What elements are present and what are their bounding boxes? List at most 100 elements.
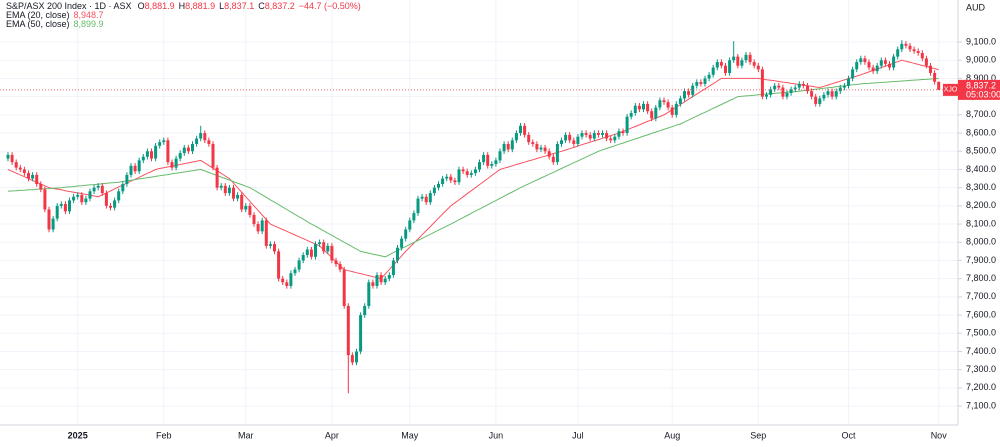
candle-body	[584, 133, 588, 135]
candle-body	[109, 205, 112, 208]
candle-body	[855, 62, 859, 70]
candle-body	[810, 91, 814, 97]
candle-body	[797, 83, 801, 88]
candle-body	[699, 82, 703, 84]
candle-body	[186, 147, 190, 152]
candle-body	[387, 275, 391, 279]
candle-body	[494, 160, 498, 164]
chart-title: S&P/ASX 200 Index · 1D · ASX	[6, 1, 132, 11]
candle-body	[465, 171, 469, 175]
candle-body	[596, 133, 600, 135]
candle-body	[137, 160, 141, 172]
candle-body	[908, 45, 912, 50]
candle-body	[88, 191, 92, 199]
candle-body	[728, 60, 732, 73]
change-label: −44.7 (−0.50%)	[299, 1, 361, 11]
legend-entry: EMA (50, close) 8,899.9	[6, 19, 104, 29]
countdown-label: 05:03:00	[966, 89, 1000, 99]
candle-body	[182, 147, 186, 154]
currency-label: AUD	[966, 2, 986, 12]
x-tick-label: Nov	[931, 430, 948, 440]
candle-body	[801, 83, 805, 86]
candle-body	[601, 133, 604, 135]
candle-body	[297, 260, 301, 270]
candle-body	[35, 174, 39, 185]
candle-body	[883, 60, 887, 64]
candle-body	[498, 151, 502, 161]
candle-body	[633, 105, 637, 114]
candle-body	[260, 220, 264, 232]
candle-body	[244, 205, 248, 210]
candle-body	[781, 87, 785, 97]
readout-key: C	[258, 1, 265, 11]
candle-body	[219, 185, 223, 188]
candle-body	[453, 180, 457, 183]
last-price-label: 8,837.2	[966, 80, 996, 90]
candle-body	[80, 194, 84, 203]
candle-body	[154, 145, 158, 159]
legend-header: S&P/ASX 200 Index · 1D · ASX O8,881.9 H8,8…	[6, 1, 361, 11]
candle-body	[847, 78, 850, 86]
readout-key: O	[138, 1, 145, 11]
candle-body	[924, 58, 928, 66]
candle-body	[547, 151, 551, 157]
candle-body	[473, 169, 477, 174]
candle-body	[646, 103, 650, 112]
candle-body	[719, 62, 723, 66]
legend: S&P/ASX 200 Index · 1D · ASX O8,881.9 H8,8…	[6, 1, 361, 29]
y-tick-label: 8,100.0	[966, 218, 996, 228]
candle-body	[314, 244, 317, 257]
y-tick-label: 8,600.0	[966, 127, 996, 137]
candle-body	[588, 134, 592, 139]
candle-body	[916, 51, 920, 53]
candle-body	[199, 133, 203, 139]
candle-body	[555, 143, 559, 163]
legend-name: EMA (20, close)	[6, 10, 70, 20]
candle-body	[129, 165, 133, 175]
candle-body	[478, 162, 481, 170]
candle-body	[55, 205, 59, 219]
candle-body	[629, 113, 633, 117]
candle-body	[104, 193, 108, 206]
candle-body	[543, 147, 547, 152]
candle-body	[363, 305, 367, 316]
y-tick-label: 9,100.0	[966, 36, 996, 46]
candle-body	[703, 78, 707, 84]
legend-name: EMA (50, close)	[6, 19, 70, 29]
candle-body	[564, 134, 568, 141]
y-tick-label: 7,500.0	[966, 328, 996, 338]
candle-body	[519, 125, 522, 134]
candle-body	[535, 143, 539, 150]
candle-body	[707, 74, 711, 79]
candle-body	[371, 282, 375, 286]
legend-entry: EMA (20, close) 8,948.7	[6, 10, 104, 20]
candle-body	[31, 174, 35, 179]
candle-body	[838, 87, 842, 92]
candle-body	[920, 52, 924, 59]
candle-body	[240, 194, 244, 210]
candle-body	[756, 65, 760, 70]
candle-body	[654, 107, 658, 119]
x-tick-label: Oct	[841, 430, 856, 440]
candle-body	[851, 69, 855, 79]
legend-value: 8,899.9	[74, 19, 104, 29]
y-tick-label: 8,200.0	[966, 200, 996, 210]
candle-body	[289, 273, 293, 286]
candle-body	[76, 194, 80, 197]
candle-body	[896, 49, 900, 57]
candle-body	[625, 116, 629, 134]
candle-body	[416, 198, 420, 214]
candle-body	[391, 260, 395, 276]
candle-body	[223, 185, 227, 194]
y-tick-label: 7,300.0	[966, 364, 996, 374]
candle-body	[412, 213, 416, 221]
candle-body	[346, 305, 350, 356]
candle-body	[400, 238, 404, 248]
candle-body	[162, 140, 166, 143]
candle-body	[27, 173, 30, 179]
candle-body	[326, 245, 330, 252]
candle-body	[875, 65, 879, 72]
candle-body	[445, 176, 449, 179]
candle-body	[191, 143, 194, 152]
